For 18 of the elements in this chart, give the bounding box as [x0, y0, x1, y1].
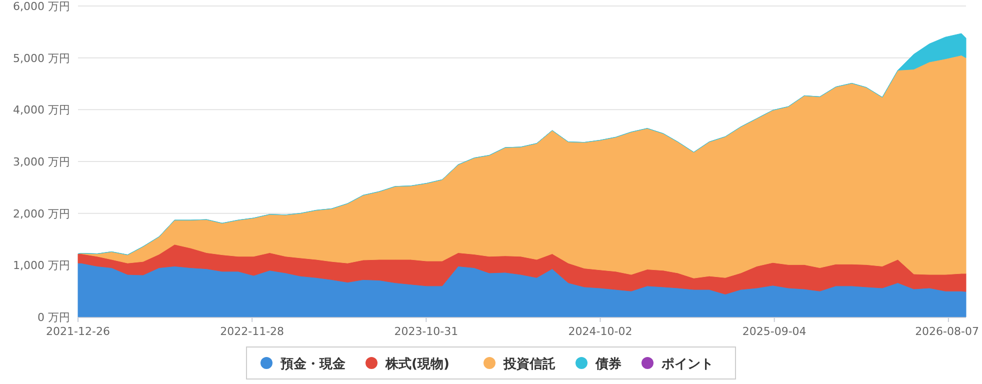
- y-tick-label: 2,000 万円: [13, 207, 70, 220]
- x-tick-label: 2023-10-31: [394, 325, 458, 338]
- x-tick-label: 2022-11-28: [220, 325, 284, 338]
- y-tick-label: 1,000 万円: [13, 259, 70, 272]
- y-tick-label: 3,000 万円: [13, 156, 70, 168]
- x-tick-label: 2021-12-26: [46, 325, 110, 338]
- legend-label: 債券: [594, 357, 622, 372]
- x-tick-label: 2024-10-02: [568, 325, 632, 338]
- legend-label: ポイント: [660, 357, 714, 372]
- y-tick-label: 4,000 万円: [13, 104, 70, 117]
- y-tick-label: 0 万円: [38, 311, 70, 324]
- y-tick-label: 6,000 万円: [13, 0, 70, 13]
- x-tick-label: 2026-08-07: [915, 325, 979, 338]
- x-tick-label: 2025-09-04: [742, 325, 806, 338]
- legend-label: 預金・現金: [280, 357, 346, 372]
- y-tick-label: 5,000 万円: [13, 52, 70, 65]
- legend-label: 投資信託: [502, 356, 556, 372]
- legend-label: 株式(現物): [384, 356, 450, 372]
